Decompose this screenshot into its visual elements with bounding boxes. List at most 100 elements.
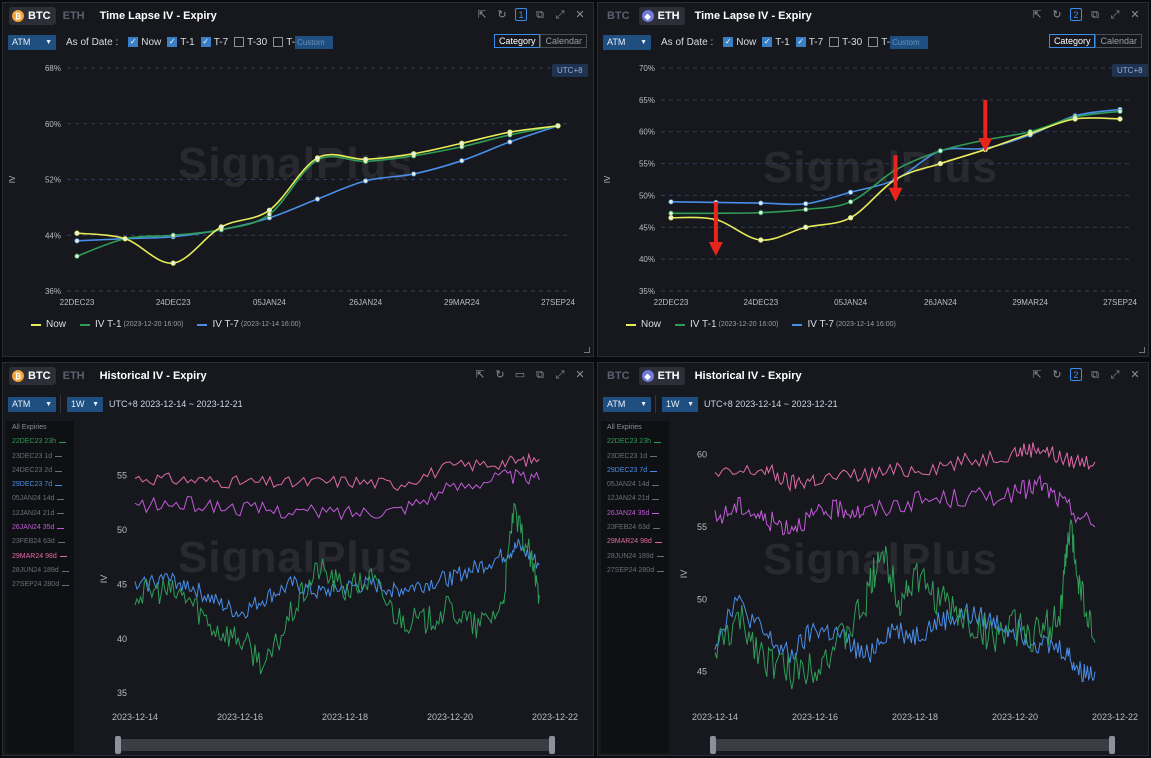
atm-select[interactable]: ATM ▼ — [603, 396, 651, 412]
panel-number-badge[interactable]: 2 — [1070, 368, 1082, 381]
close-icon[interactable]: ✕ — [1130, 369, 1140, 381]
check-t7[interactable]: ✓ T-7 — [795, 36, 824, 48]
refresh-icon[interactable]: ↻ — [1052, 369, 1062, 381]
expiry-item[interactable]: 23FEB24 63d — [6, 535, 74, 549]
check-t30[interactable]: T-30 — [234, 37, 267, 48]
expiry-item[interactable]: 23FEB24 63d — [601, 521, 669, 535]
check-now[interactable]: ✓ Now — [128, 36, 162, 48]
panel-number-badge[interactable]: 2 — [1070, 8, 1082, 21]
expiry-item[interactable]: 05JAN24 14d — [6, 492, 74, 506]
legend-item[interactable]: IV T-1 (2023-12-20 16:00) — [80, 319, 183, 330]
expand-icon[interactable]: ⤢ — [1110, 9, 1120, 21]
x-tick-label: 22DEC23 — [60, 298, 95, 307]
refresh-icon[interactable]: ↻ — [1052, 9, 1062, 21]
coin-tab-eth[interactable]: ETH — [62, 10, 85, 22]
expiry-item[interactable]: 12JAN24 21d — [601, 492, 669, 506]
range-slider[interactable] — [115, 736, 555, 754]
expiry-item[interactable]: 23DEC23 1d — [601, 450, 669, 464]
custom-days-input[interactable]: Custom — [295, 35, 334, 49]
check-custom[interactable]: T- — [273, 37, 295, 48]
export-icon[interactable]: ⇱ — [477, 9, 487, 21]
panel-number-badge[interactable]: 1 — [515, 8, 527, 21]
coin-tab-btc[interactable]: BTC — [607, 370, 630, 382]
slider-handle-right[interactable] — [1109, 736, 1115, 754]
range-slider[interactable] — [710, 736, 1115, 754]
refresh-icon[interactable]: ↻ — [495, 369, 505, 381]
custom-days-input[interactable]: Custom — [890, 35, 929, 49]
caret-down-icon: ▼ — [92, 400, 99, 408]
export-icon[interactable]: ⇱ — [1032, 369, 1042, 381]
legend-item[interactable]: IV T-1 (2023-12-20 16:00) — [675, 319, 778, 330]
expiry-item[interactable]: 26JAN24 35d — [6, 521, 74, 535]
slider-handle-left[interactable] — [115, 736, 121, 754]
slider-handle-left[interactable] — [710, 736, 716, 754]
resize-handle[interactable] — [1139, 347, 1145, 353]
expiry-item[interactable]: 05JAN24 14d — [601, 478, 669, 492]
expiry-label: 28JUN24 189d — [12, 566, 59, 574]
legend-item[interactable]: Now — [31, 319, 66, 330]
coin-tab-btc[interactable]: ₿ BTC — [9, 367, 56, 385]
check-custom[interactable]: T- — [868, 37, 890, 48]
copy-icon[interactable]: ⧉ — [536, 369, 544, 381]
close-icon[interactable]: ✕ — [1130, 9, 1140, 21]
coin-tab-eth[interactable]: ETH — [62, 370, 85, 382]
data-point — [170, 232, 176, 238]
expand-icon[interactable]: ⤢ — [555, 9, 565, 21]
check-t7[interactable]: ✓ T-7 — [200, 36, 229, 48]
tab-calendar[interactable]: Calendar — [1095, 34, 1142, 48]
expiry-all[interactable]: All Expiries — [6, 421, 74, 435]
expand-icon[interactable]: ⤢ — [1110, 369, 1120, 381]
data-point — [459, 140, 465, 146]
export-icon[interactable]: ⇱ — [475, 369, 485, 381]
period-select[interactable]: 1W ▼ — [67, 396, 103, 412]
refresh-icon[interactable]: ↻ — [497, 9, 507, 21]
expiry-item[interactable]: 29DEC23 7d — [6, 478, 74, 492]
tab-category[interactable]: Category — [1048, 34, 1096, 48]
expiry-item[interactable]: 29MAR24 98d — [6, 550, 74, 564]
expiry-item[interactable]: 27SEP24 280d — [6, 578, 74, 592]
coin-tab-eth[interactable]: ◆ ETH — [638, 7, 685, 25]
expiry-item[interactable]: 28JUN24 189d — [6, 564, 74, 578]
atm-select[interactable]: ATM ▼ — [603, 34, 651, 50]
expiry-label: 05JAN24 14d — [12, 495, 55, 503]
copy-icon[interactable]: ⧉ — [1091, 369, 1099, 381]
expiry-item[interactable]: 26JAN24 35d — [601, 507, 669, 521]
legend-item[interactable]: IV T-7 (2023-12-14 16:00) — [792, 319, 896, 330]
coin-tab-btc[interactable]: BTC — [607, 10, 630, 22]
expiry-item[interactable]: 22DEC23 23h — [601, 435, 669, 449]
copy-icon[interactable]: ⧉ — [1091, 9, 1099, 21]
tab-category[interactable]: Category — [493, 34, 541, 48]
check-t1[interactable]: ✓ T-1 — [167, 36, 195, 48]
expiry-item[interactable]: 27SEP24 280d — [601, 564, 669, 578]
check-now[interactable]: ✓ Now — [723, 36, 757, 48]
legend-item[interactable]: Now — [626, 319, 661, 330]
period-select[interactable]: 1W ▼ — [662, 396, 698, 412]
atm-select[interactable]: ATM ▼ — [8, 396, 56, 412]
date-range[interactable]: UTC+8 2023-12-14 ~ 2023-12-21 — [704, 399, 838, 409]
export-icon[interactable]: ⇱ — [1032, 9, 1042, 21]
expiry-item[interactable]: 29DEC23 7d — [601, 464, 669, 478]
expiry-label: 05JAN24 14d — [607, 481, 650, 489]
slider-handle-right[interactable] — [549, 736, 555, 754]
coin-tab-eth[interactable]: ◆ ETH — [638, 367, 685, 385]
folder-icon[interactable]: ▭ — [514, 369, 526, 381]
close-icon[interactable]: ✕ — [575, 9, 585, 21]
legend-item[interactable]: IV T-7 (2023-12-14 16:00) — [197, 319, 301, 330]
copy-icon[interactable]: ⧉ — [536, 9, 544, 21]
coin-tab-btc[interactable]: ₿ BTC — [9, 7, 56, 25]
check-t30[interactable]: T-30 — [829, 37, 862, 48]
tab-calendar[interactable]: Calendar — [540, 34, 587, 48]
expiry-item[interactable]: 12JAN24 21d — [6, 507, 74, 521]
date-range[interactable]: UTC+8 2023-12-14 ~ 2023-12-21 — [109, 399, 243, 409]
expiry-item[interactable]: 22DEC23 23h — [6, 435, 74, 449]
expiry-item[interactable]: 24DEC23 2d — [6, 464, 74, 478]
expiry-item[interactable]: 28JUN24 189d — [601, 550, 669, 564]
check-t1[interactable]: ✓ T-1 — [762, 36, 790, 48]
expiry-item[interactable]: 29MAR24 98d — [601, 535, 669, 549]
expiry-all[interactable]: All Expiries — [601, 421, 669, 435]
expiry-item[interactable]: 23DEC23 1d — [6, 450, 74, 464]
atm-select[interactable]: ATM ▼ — [8, 34, 56, 50]
close-icon[interactable]: ✕ — [575, 369, 585, 381]
resize-handle[interactable] — [584, 347, 590, 353]
expand-icon[interactable]: ⤢ — [555, 369, 565, 381]
